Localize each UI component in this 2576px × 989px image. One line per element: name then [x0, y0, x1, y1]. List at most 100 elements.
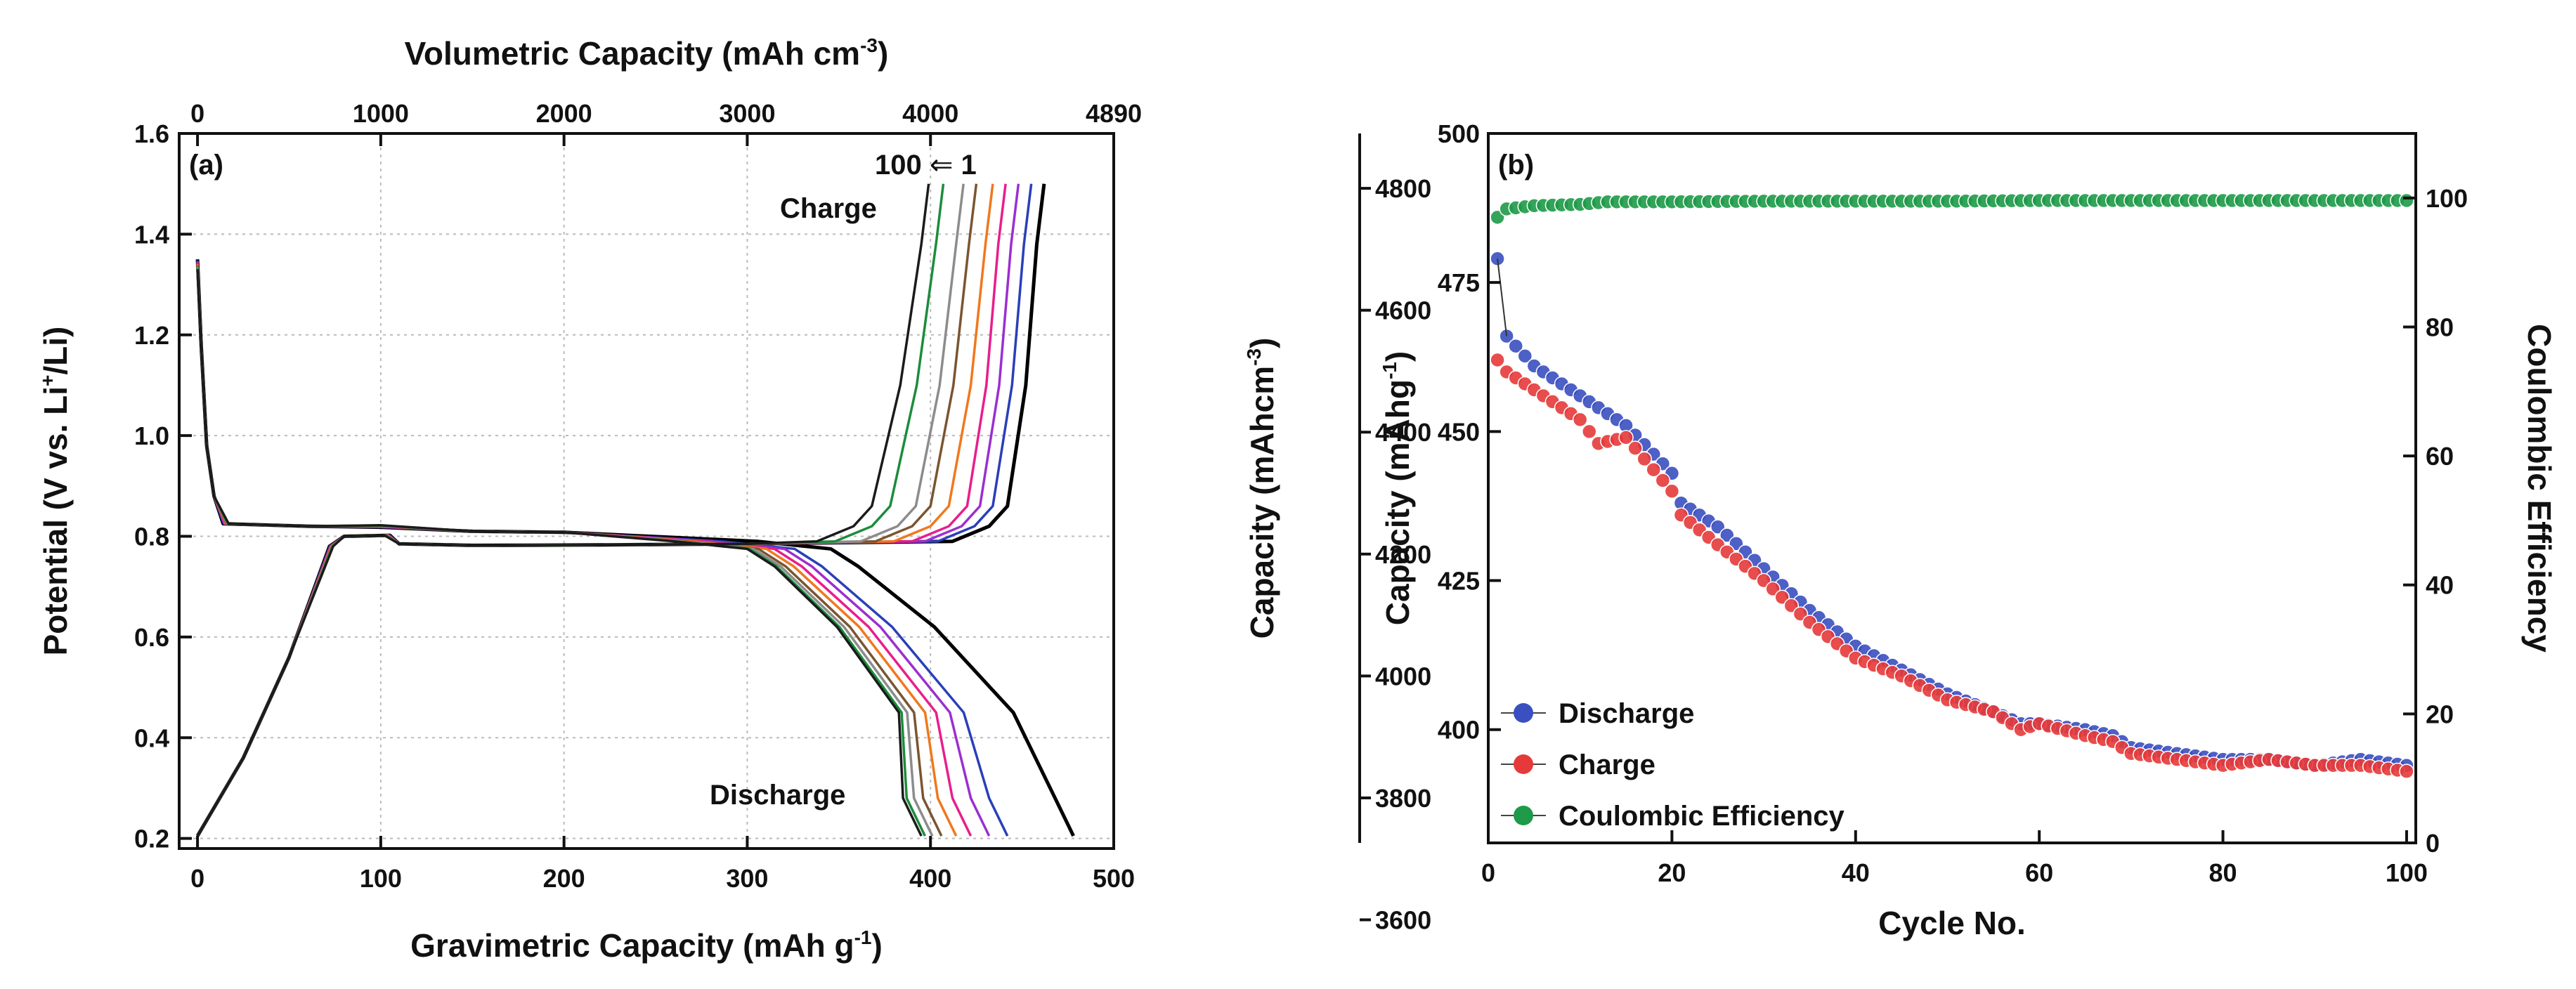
- y-tick-label: 1.2: [134, 321, 169, 350]
- panel-a-curves: [195, 183, 1075, 837]
- x-tick-label: 200: [543, 864, 585, 893]
- charge-curve: [196, 183, 1033, 837]
- y-label-pre: Potential (V vs. Li: [37, 386, 74, 655]
- first-cycle-connector: [1497, 258, 1508, 336]
- ce-tick-label: 0: [2426, 829, 2440, 858]
- legend-label: Charge: [1559, 749, 1655, 780]
- x-label-text: Gravimetric Capacity: [410, 927, 734, 964]
- x-tick-label: 0: [1481, 858, 1495, 887]
- top-label-unit-close: ): [878, 35, 888, 72]
- ce-tick-label: 80: [2426, 313, 2454, 341]
- grav-tick-label: 400: [1438, 716, 1480, 745]
- charge-annotation: Charge: [780, 193, 877, 224]
- panel-b-legend: Discharge Charge Coulombic Efficiency: [1501, 698, 1845, 832]
- y-tick-label: 1.6: [134, 119, 169, 148]
- grav-tick-label: 425: [1438, 567, 1480, 596]
- data-point: [1572, 412, 1588, 428]
- cycle-range-annotation: 100 ⇐ 1: [875, 150, 977, 181]
- grav-tick-label: 475: [1438, 268, 1480, 297]
- vol-tick-label: 4000: [1375, 662, 1431, 690]
- x-tick-label: 100: [360, 864, 402, 893]
- y-tick-label: 0.2: [134, 825, 169, 853]
- panel-a: 0 100 200 300 400 500 0.2 0.4 0.6 0.8 1.0 1.2 1.4 1.6…: [37, 34, 1142, 964]
- grav-label-close: ): [1379, 351, 1416, 362]
- x-tick-label: 300: [726, 864, 768, 893]
- legend-marker: [1514, 806, 1533, 825]
- ce-tick-label: 40: [2426, 571, 2454, 600]
- vol-tick-label: 4200: [1375, 540, 1431, 569]
- x-tick-label: 60: [2025, 858, 2053, 887]
- y-label-post: /Li): [37, 327, 74, 375]
- y-tick-label: 0.6: [134, 623, 169, 652]
- top-x-tick-label: 4000: [902, 99, 958, 128]
- vol-label-close: ): [1244, 338, 1280, 348]
- series-charge: [1490, 352, 2414, 779]
- data-point: [1637, 451, 1652, 467]
- discharge-curve: [196, 268, 926, 837]
- panel-a-x-axis-label: Gravimetric Capacity (mAh g-1): [410, 926, 883, 964]
- ce-tick-label: 20: [2426, 700, 2454, 728]
- y-tick-label: 1.0: [134, 421, 169, 450]
- discharge-curve: [196, 266, 943, 837]
- top-x-tick-label: 1000: [353, 99, 409, 128]
- top-label-text: Volumetric Capacity: [405, 35, 713, 72]
- legend-marker: [1514, 754, 1533, 774]
- x-label-unit-close: ): [872, 927, 883, 964]
- x-tick-label: 20: [1658, 858, 1686, 887]
- data-point: [1517, 348, 1533, 364]
- x-label-unit-sup: -1: [854, 926, 872, 948]
- vol-tick-label: 3800: [1375, 784, 1431, 813]
- legend-label: Coulombic Efficiency: [1559, 801, 1845, 832]
- data-point: [1627, 440, 1643, 456]
- panel-a-plot-frame: [178, 132, 1115, 850]
- cycle-arrow-icon: ⇐: [930, 150, 954, 181]
- discharge-curve: [196, 266, 934, 837]
- panel-b: 0 20 40 60 80 1004004254504755003600380040004…: [1243, 119, 2558, 941]
- grav-label-text: Capacity (mAhg: [1379, 379, 1416, 625]
- discharge-curve: [196, 260, 1009, 837]
- data-point: [1618, 430, 1634, 445]
- panel-b-label: (b): [1498, 150, 1534, 181]
- ce-tick-label: 100: [2426, 184, 2468, 213]
- panel-a-label: (a): [189, 150, 223, 181]
- panel-b-plot-frame: [1487, 132, 2417, 844]
- discharge-curve: [196, 264, 958, 837]
- grav-label-sup: -1: [1379, 362, 1400, 379]
- panel-a-ticks: 0 100 200 300 400 500 0.2 0.4 0.6 0.8 1.0 1.2 1.4 1.6…: [134, 99, 1142, 893]
- top-label-unit: (mAh cm: [722, 35, 860, 72]
- discharge-curve: [196, 263, 972, 837]
- y-tick-label: 0.4: [134, 723, 169, 752]
- discharge-curve: [196, 269, 923, 837]
- ce-tick-label: 60: [2426, 442, 2454, 471]
- top-x-tick-label: 4890: [1086, 99, 1142, 128]
- charge-curve: [196, 183, 930, 837]
- discharge-annotation: Discharge: [710, 780, 845, 811]
- x-tick-label: 400: [909, 864, 951, 893]
- y-tick-label: 0.8: [134, 523, 169, 551]
- grav-tick-label: 500: [1438, 119, 1480, 148]
- panel-b-series: [1490, 192, 2414, 779]
- series-coulombic-efficiency: [1490, 192, 2414, 225]
- x-tick-label: 100: [2386, 858, 2428, 887]
- vol-label-text: Capacity (mAhcm: [1244, 366, 1280, 639]
- panel-a-top-axis-label: Volumetric Capacity (mAh cm-3): [405, 34, 889, 72]
- top-label-unit-sup: -3: [860, 34, 878, 56]
- grav-tick-label: 450: [1438, 417, 1480, 446]
- data-point: [2399, 192, 2414, 209]
- x-tick-label: 500: [1093, 864, 1135, 893]
- panel-a-grid: [179, 133, 1114, 849]
- top-x-tick-label: 0: [190, 99, 204, 128]
- y-label-sup: +: [37, 375, 58, 386]
- data-point: [1655, 473, 1671, 488]
- data-point: [1508, 338, 1523, 354]
- cycle-1-label: 1: [961, 150, 977, 181]
- legend-marker: [1514, 703, 1533, 723]
- data-point: [1582, 424, 1597, 440]
- top-x-tick-label: 3000: [719, 99, 775, 128]
- charge-curve: [196, 183, 945, 837]
- y-tick-label: 1.4: [134, 220, 169, 249]
- x-tick-label: 80: [2209, 858, 2237, 887]
- data-point: [1490, 352, 1505, 368]
- vol-tick-label: 4400: [1375, 418, 1431, 447]
